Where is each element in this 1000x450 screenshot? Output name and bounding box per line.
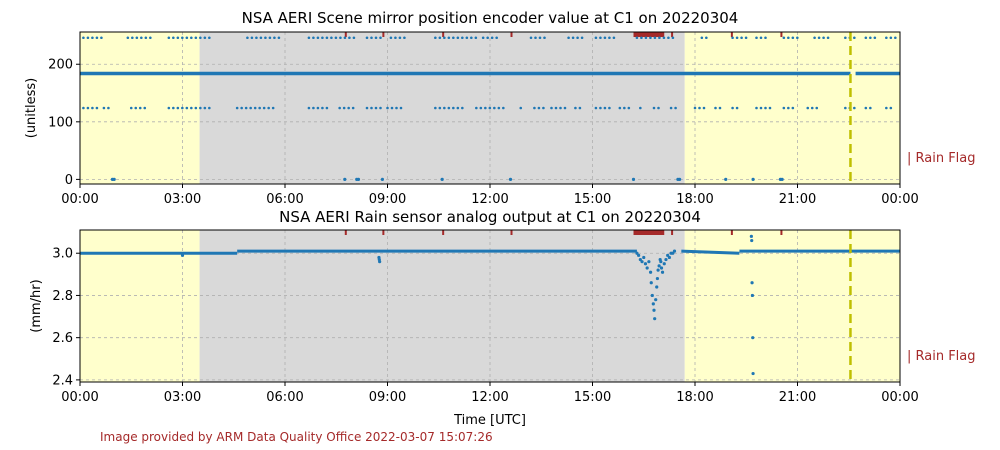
data-point: [655, 285, 659, 289]
data-point: [645, 266, 649, 270]
y-tick-label: 0: [65, 173, 73, 188]
y-tick-label: 2.8: [52, 289, 73, 304]
x-tick-label: 00:00: [881, 390, 918, 405]
rain-flag-mark: [633, 230, 665, 235]
data-point: [380, 177, 384, 181]
data-point: [751, 371, 755, 376]
data-point: [112, 177, 116, 181]
x-tick-label: 09:00: [369, 192, 406, 207]
rain-flag-mark: [780, 32, 783, 37]
x-tick-label: 09:00: [369, 390, 406, 405]
data-point: [749, 234, 753, 238]
data-point: [647, 260, 651, 264]
data-point: [642, 255, 646, 260]
rain-flag-mark: [671, 32, 674, 37]
data-point: [180, 253, 185, 257]
x-tick-label: 00:00: [61, 192, 98, 207]
data-point: [656, 268, 660, 272]
y-tick-label: 200: [48, 58, 73, 73]
data-point: [654, 298, 658, 302]
x-tick-label: 03:00: [164, 390, 201, 405]
x-tick-label: 06:00: [266, 192, 303, 207]
x-tick-label: 00:00: [61, 390, 98, 405]
rain-flag-mark: [442, 32, 445, 37]
data-point: [657, 264, 661, 268]
rain-flag-mark: [671, 230, 674, 235]
x-tick-label: 21:00: [779, 192, 816, 207]
rain-flag-mark: [633, 32, 665, 37]
data-line: [681, 249, 740, 255]
data-point: [659, 266, 664, 270]
day-shading: [199, 230, 685, 382]
rain-flag-mark: [382, 230, 385, 235]
data-point: [650, 293, 654, 298]
data-point: [649, 281, 653, 285]
x-tick-label: 18:00: [676, 390, 713, 405]
data-point: [678, 177, 682, 181]
data-point: [655, 276, 660, 281]
data-point: [667, 255, 671, 260]
data-point: [631, 177, 636, 181]
rain-flag-mark: [510, 32, 513, 37]
data-point: [750, 281, 754, 285]
rain-flag-mark: [442, 230, 445, 235]
rain-flag-mark: [344, 230, 347, 235]
data-point: [664, 257, 668, 262]
y-tick-label: 2.4: [52, 373, 73, 388]
y-axis-label: (unitless): [24, 78, 39, 139]
data-point: [659, 260, 663, 264]
x-tick-label: 03:00: [164, 192, 201, 207]
data-point: [378, 260, 382, 264]
data-point: [750, 238, 754, 243]
x-tick-label: 15:00: [574, 192, 611, 207]
data-point: [640, 260, 644, 264]
rain-flag-mark: [510, 230, 513, 235]
rain-flag-label: | Rain Flag: [907, 349, 976, 364]
chart-title: NSA AERI Rain sensor analog output at C1…: [279, 208, 701, 226]
data-point: [660, 270, 665, 274]
rain-flag-mark: [780, 230, 783, 235]
y-tick-label: 3.0: [52, 247, 73, 262]
data-point: [662, 262, 666, 266]
panel-rain-sensor: NSA AERI Rain sensor analog output at C1…: [29, 208, 976, 428]
data-point: [343, 177, 347, 181]
data-point: [440, 177, 444, 181]
data-point: [672, 249, 677, 253]
data-point: [508, 177, 513, 181]
data-point: [724, 177, 728, 181]
data-point: [643, 262, 648, 266]
x-tick-label: 06:00: [266, 390, 303, 405]
data-point: [750, 293, 755, 298]
y-tick-label: 100: [48, 115, 73, 130]
data-point: [637, 253, 641, 257]
rain-flag-mark: [344, 32, 347, 37]
data-point: [652, 308, 656, 312]
footer-credit: Image provided by ARM Data Quality Offic…: [100, 430, 493, 444]
night-shading: [684, 230, 900, 382]
rain-flag-mark: [730, 230, 733, 235]
data-point: [648, 270, 653, 274]
chart-title: NSA AERI Scene mirror position encoder v…: [242, 9, 739, 27]
x-tick-label: 18:00: [676, 192, 713, 207]
y-tick-label: 2.6: [52, 331, 73, 346]
data-point: [653, 317, 657, 321]
data-point: [751, 177, 755, 181]
data-point: [751, 336, 755, 340]
data-point: [651, 302, 655, 306]
night-shading: [80, 230, 200, 382]
x-tick-label: 15:00: [574, 390, 611, 405]
data-point: [356, 177, 361, 181]
rain-flag-mark: [382, 32, 385, 37]
rain-flag-mark: [730, 32, 733, 37]
data-point: [780, 177, 784, 181]
x-tick-label: 21:00: [779, 390, 816, 405]
x-axis-label: Time [UTC]: [453, 413, 526, 428]
panel-mirror-position: NSA AERI Scene mirror position encoder v…: [24, 9, 976, 207]
x-tick-label: 00:00: [881, 192, 918, 207]
y-axis-label: (mm/hr): [29, 279, 44, 332]
x-tick-label: 12:00: [471, 390, 508, 405]
x-tick-label: 12:00: [471, 192, 508, 207]
rain-flag-label: | Rain Flag: [907, 151, 976, 166]
